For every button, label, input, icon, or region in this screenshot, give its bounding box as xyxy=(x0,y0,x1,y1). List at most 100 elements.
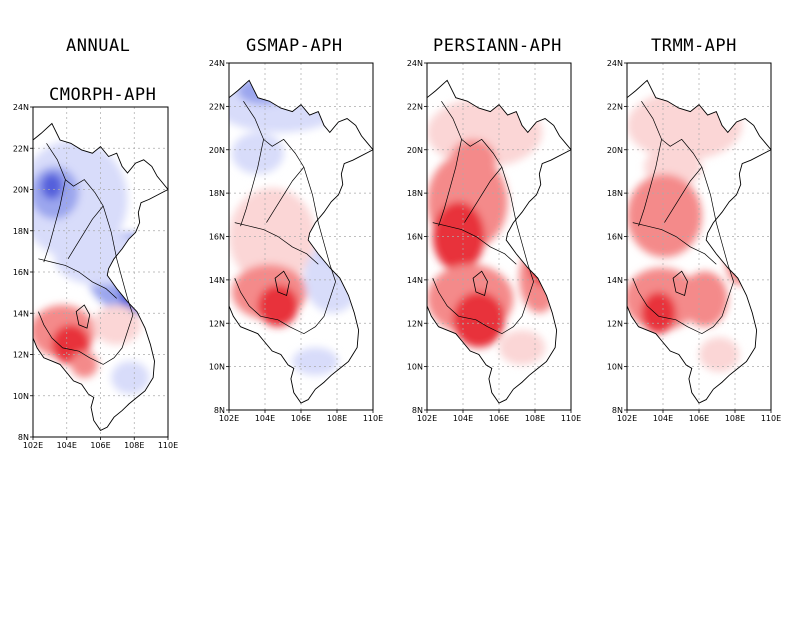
anomaly-patch xyxy=(292,347,339,376)
country-border xyxy=(234,222,319,265)
lon-tick-label: 104E xyxy=(255,414,275,423)
lon-tick-label: 106E xyxy=(689,414,709,423)
lon-tick-label: 106E xyxy=(90,441,110,450)
coastline xyxy=(32,122,169,431)
lat-tick-label: 18N xyxy=(13,227,29,236)
country-border xyxy=(38,258,117,299)
country-border xyxy=(664,166,703,223)
anomaly-patch xyxy=(724,229,754,286)
anomaly-patch xyxy=(498,330,546,365)
lon-tick-label: 104E xyxy=(57,441,77,450)
anomaly-patch xyxy=(70,351,98,378)
country-border xyxy=(266,166,305,223)
lat-tick-label: 10N xyxy=(607,363,623,372)
lat-tick-label: 16N xyxy=(607,233,623,242)
lon-tick-label: 102E xyxy=(417,414,437,423)
lat-tick-label: 12N xyxy=(209,319,225,328)
lat-tick-label: 12N xyxy=(13,351,29,360)
panel-title-cmorph: CMORPH-APH xyxy=(49,85,157,105)
lat-tick-label: 24N xyxy=(209,59,225,68)
lat-tick-label: 22N xyxy=(607,102,623,111)
lat-tick-label: 18N xyxy=(209,189,225,198)
lat-tick-label: 18N xyxy=(607,189,623,198)
panel-title-trmm: TRMM-APH xyxy=(651,36,737,56)
lat-tick-label: 20N xyxy=(13,186,29,195)
lat-tick-label: 16N xyxy=(209,233,225,242)
country-border xyxy=(240,139,264,227)
lat-tick-label: 12N xyxy=(607,319,623,328)
coastline xyxy=(426,79,572,404)
page-title: ANNUAL xyxy=(66,36,131,56)
lake-outline xyxy=(75,304,91,329)
lat-tick-label: 22N xyxy=(209,102,225,111)
lat-tick-label: 20N xyxy=(209,146,225,155)
panel-title-persiann: PERSIANN-APH xyxy=(433,36,562,56)
country-border xyxy=(438,139,462,227)
country-border xyxy=(67,205,104,259)
lat-tick-label: 24N xyxy=(407,59,423,68)
lon-tick-label: 110E xyxy=(561,414,581,423)
lon-tick-label: 102E xyxy=(617,414,637,423)
lon-tick-label: 102E xyxy=(219,414,239,423)
lon-tick-label: 106E xyxy=(291,414,311,423)
lat-tick-label: 14N xyxy=(13,309,29,318)
lat-tick-label: 14N xyxy=(607,276,623,285)
lon-tick-label: 106E xyxy=(489,414,509,423)
lat-tick-label: 22N xyxy=(407,102,423,111)
lat-tick-label: 8N xyxy=(214,406,225,415)
country-border xyxy=(38,143,134,365)
coastline xyxy=(626,79,772,404)
country-border xyxy=(632,222,717,265)
anomaly-patch xyxy=(641,292,676,334)
lat-tick-label: 10N xyxy=(407,363,423,372)
lat-tick-label: 24N xyxy=(13,103,29,112)
lake-outline xyxy=(672,270,688,297)
country-border xyxy=(234,100,336,335)
coastline xyxy=(228,79,374,404)
anomaly-patch xyxy=(41,173,63,200)
country-border xyxy=(43,179,66,263)
lon-tick-label: 108E xyxy=(327,414,347,423)
anomaly-patch xyxy=(92,305,141,345)
lake-outline xyxy=(472,270,488,297)
lon-tick-label: 110E xyxy=(363,414,383,423)
panel-title-gsmap: GSMAP-APH xyxy=(246,36,343,56)
lat-tick-label: 10N xyxy=(13,392,29,401)
lon-tick-label: 110E xyxy=(761,414,781,423)
lat-tick-label: 14N xyxy=(209,276,225,285)
anomaly-patch xyxy=(111,361,150,395)
lat-tick-label: 8N xyxy=(612,406,623,415)
lon-tick-label: 104E xyxy=(653,414,673,423)
lat-tick-label: 12N xyxy=(407,319,423,328)
lat-tick-label: 24N xyxy=(607,59,623,68)
lat-tick-label: 16N xyxy=(13,268,29,277)
anomaly-patch xyxy=(627,174,702,258)
lon-tick-label: 108E xyxy=(725,414,745,423)
lon-tick-label: 104E xyxy=(453,414,473,423)
lon-tick-label: 102E xyxy=(23,441,43,450)
lat-tick-label: 8N xyxy=(18,433,29,442)
anomaly-patch xyxy=(257,285,299,327)
country-border xyxy=(638,139,662,227)
lat-tick-label: 18N xyxy=(407,189,423,198)
country-border xyxy=(464,166,503,223)
lat-tick-label: 14N xyxy=(407,276,423,285)
lon-tick-label: 108E xyxy=(525,414,545,423)
anomaly-patch xyxy=(699,337,740,372)
lon-tick-label: 110E xyxy=(158,441,178,450)
lat-tick-label: 20N xyxy=(607,146,623,155)
anomaly-patch xyxy=(681,271,728,327)
anomaly-patch xyxy=(452,292,505,348)
anomaly-patch xyxy=(229,187,316,286)
country-border xyxy=(432,222,517,265)
lat-tick-label: 20N xyxy=(407,146,423,155)
anomaly-patch xyxy=(231,132,284,175)
country-border xyxy=(432,100,534,335)
lake-outline xyxy=(274,270,290,297)
country-border xyxy=(632,100,734,335)
lat-tick-label: 8N xyxy=(412,406,423,415)
